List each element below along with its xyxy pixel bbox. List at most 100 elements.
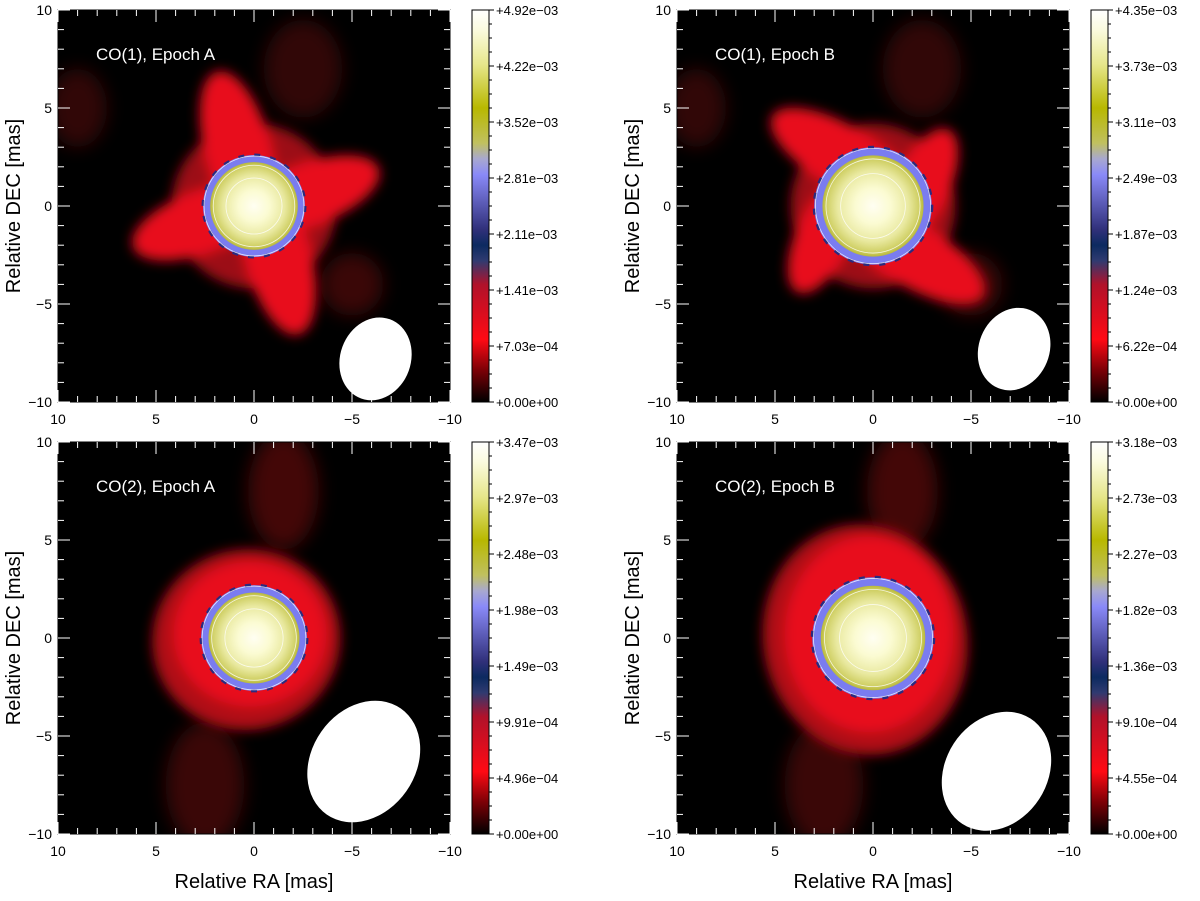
y-tick-label: 10 bbox=[655, 434, 671, 450]
stellar-core bbox=[208, 592, 300, 684]
colorbar-tick-label: +0.00e+00 bbox=[496, 827, 558, 842]
colorbar-tick-label: +3.47e−03 bbox=[496, 435, 558, 450]
y-tick-label: 5 bbox=[44, 532, 52, 548]
panel-4: 10 5 0 −5 −10 −10 −5 0 5 10 CO(2), Epoch B Relative… bbox=[622, 434, 1177, 893]
colorbar-tick-label: +7.03e−04 bbox=[496, 339, 558, 354]
x-tick-label: 5 bbox=[152, 411, 160, 427]
contour-1 bbox=[201, 585, 307, 691]
colorbar: +4.92e−03 +4.22e−03 +3.52e−03 +2.81e−03 +2.1… bbox=[471, 3, 558, 410]
y-tick-label: 10 bbox=[36, 2, 52, 18]
y-axis-label: Relative DEC [mas] bbox=[622, 119, 644, 294]
colorbar-tick-label: +2.81e−03 bbox=[496, 171, 558, 186]
faint-emission bbox=[165, 442, 319, 834]
y-tick-label: −5 bbox=[36, 296, 52, 312]
y-tick-label: −10 bbox=[647, 394, 671, 410]
colorbar-tick-label: +6.22e−04 bbox=[1115, 339, 1177, 354]
y-tick-label: −10 bbox=[28, 394, 52, 410]
y-axis-label: Relative DEC [mas] bbox=[3, 119, 25, 294]
colorbar-tick-label: +2.49e−03 bbox=[1115, 171, 1177, 186]
faint-patch-north bbox=[882, 19, 962, 118]
contour-1 bbox=[814, 147, 932, 265]
y-tick-label: −5 bbox=[655, 296, 671, 312]
contour-2 bbox=[825, 158, 921, 254]
colorbar: +3.47e−03 +2.97e−03 +2.48e−03 +1.98e−03 +1.4… bbox=[471, 435, 558, 842]
beam-ellipse bbox=[977, 307, 1051, 391]
colorbar-tick-label: +0.00e+00 bbox=[1115, 395, 1177, 410]
x-tick-label: 5 bbox=[771, 843, 779, 859]
colorbar-tick-label: +4.22e−03 bbox=[496, 59, 558, 74]
stellar-disk-edge bbox=[201, 153, 307, 259]
colorbar-tick-label: +0.00e+00 bbox=[1115, 827, 1177, 842]
panel-title: CO(2), Epoch A bbox=[96, 477, 216, 496]
y-tick-label: −5 bbox=[36, 728, 52, 744]
x-axis-label: Relative RA [mas] bbox=[794, 871, 953, 893]
faint-patch-west bbox=[677, 68, 726, 148]
image-area bbox=[677, 19, 1051, 391]
contour-2 bbox=[823, 588, 923, 688]
colorbar-tick-label: +3.18e−03 bbox=[1115, 435, 1177, 450]
faint-emission bbox=[58, 19, 384, 316]
colorbar-tick-label: +1.87e−03 bbox=[1115, 227, 1177, 242]
faint-patch-north bbox=[263, 19, 343, 118]
colorbar-tick-label: +1.41e−03 bbox=[496, 283, 558, 298]
image-area bbox=[58, 19, 412, 401]
contour-2 bbox=[211, 595, 297, 681]
colorbar-tick-label: +4.55e−04 bbox=[1115, 771, 1177, 786]
x-axis-label: Relative RA [mas] bbox=[175, 871, 334, 893]
panel-2: 10 5 0 −5 −10 −10 −5 0 5 10 CO(1), Epoch B Relative… bbox=[622, 2, 1177, 427]
colorbar-tick-label: +2.97e−03 bbox=[496, 491, 558, 506]
contour-3 bbox=[225, 177, 283, 235]
colorbar-tick-label: +4.92e−03 bbox=[496, 3, 558, 18]
colorbar-tick-label: +1.49e−03 bbox=[496, 659, 558, 674]
x-tick-label: 10 bbox=[50, 411, 66, 427]
y-tick-label: 5 bbox=[663, 100, 671, 116]
colorbar-tick-label: +1.24e−03 bbox=[1115, 283, 1177, 298]
colorbar-tick-label: +4.96e−04 bbox=[496, 771, 558, 786]
faint-patch-west bbox=[58, 68, 107, 148]
colorbar-tick-label: +1.36e−03 bbox=[1115, 659, 1177, 674]
y-tick-label: 5 bbox=[44, 100, 52, 116]
x-tick-label: 10 bbox=[669, 411, 685, 427]
y-axis-label: Relative DEC [mas] bbox=[3, 551, 25, 726]
x-tick-label: 5 bbox=[771, 411, 779, 427]
beam-ellipse bbox=[941, 711, 1052, 831]
colorbar-tick-label: +2.73e−03 bbox=[1115, 491, 1177, 506]
beam-ellipse bbox=[339, 317, 412, 401]
stellar-core bbox=[210, 162, 298, 250]
colorbar-gradient bbox=[1090, 441, 1109, 835]
colorbar-gradient bbox=[471, 9, 490, 403]
colorbar-tick-label: +3.52e−03 bbox=[496, 115, 558, 130]
image-area bbox=[152, 442, 421, 834]
x-tick-label: −5 bbox=[963, 843, 979, 859]
colorbar-tick-label: +3.11e−03 bbox=[1115, 115, 1176, 130]
panel-1: 10 5 0 −5 −10 −10 −5 0 5 10 CO(1), Epoch A Relative… bbox=[3, 2, 558, 427]
colorbar-tick-label: +9.91e−04 bbox=[496, 715, 558, 730]
faint-streak-south bbox=[165, 722, 245, 834]
colorbar-gradient bbox=[1090, 9, 1109, 403]
panel-3: 10 5 0 −5 −10 −10 −5 0 5 10 CO(2), Epoch A Relative… bbox=[3, 434, 558, 893]
stellar-disk-edge bbox=[812, 145, 934, 267]
tick-marks bbox=[57, 441, 451, 835]
x-tick-label: −10 bbox=[1057, 843, 1081, 859]
colorbar-tick-label: +3.73e−03 bbox=[1115, 59, 1177, 74]
stellar-disk-edge bbox=[810, 575, 936, 701]
y-tick-label: 0 bbox=[663, 630, 671, 646]
colorbar-tick-label: +1.82e−03 bbox=[1115, 603, 1177, 618]
image-area bbox=[762, 442, 1052, 834]
x-tick-label: −5 bbox=[344, 843, 360, 859]
beam-ellipse bbox=[307, 700, 421, 823]
x-tick-label: −10 bbox=[438, 843, 462, 859]
x-tick-label: 0 bbox=[250, 411, 258, 427]
colorbar-tick-label: +4.35e−03 bbox=[1115, 3, 1177, 18]
x-tick-label: −10 bbox=[1057, 411, 1081, 427]
stellar-core bbox=[822, 155, 924, 257]
faint-patch-east bbox=[320, 253, 384, 316]
x-tick-label: −5 bbox=[344, 411, 360, 427]
y-tick-label: 10 bbox=[36, 434, 52, 450]
y-tick-label: 0 bbox=[663, 198, 671, 214]
y-tick-label: 0 bbox=[44, 198, 52, 214]
x-tick-label: −5 bbox=[963, 411, 979, 427]
contour-3 bbox=[840, 173, 906, 239]
colorbar: +3.18e−03 +2.73e−03 +2.27e−03 +1.82e−03 +1.3… bbox=[1090, 435, 1177, 842]
